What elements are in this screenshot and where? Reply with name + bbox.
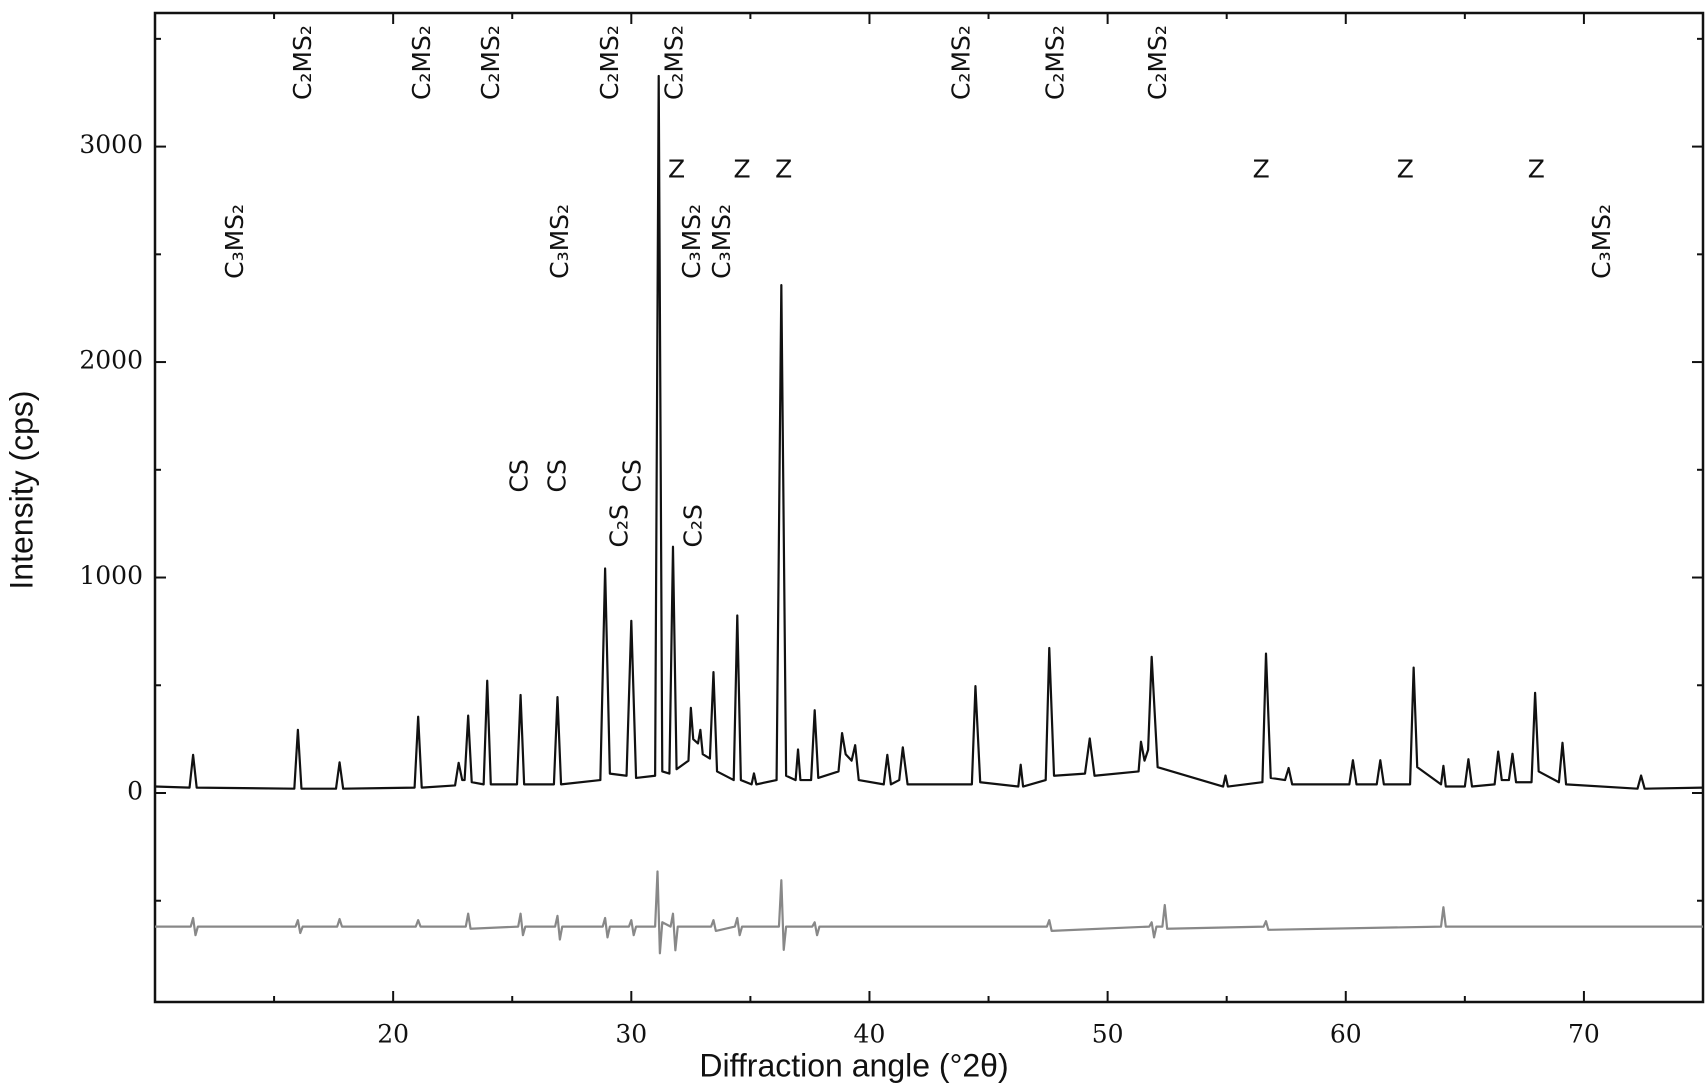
phase-label: C₂MS₂ <box>1143 25 1172 100</box>
x-tick-label: 50 <box>1092 1020 1124 1049</box>
phase-label: C₃MS₂ <box>220 204 249 279</box>
x-tick-label: 20 <box>377 1020 409 1049</box>
x-tick-label: 30 <box>615 1020 647 1049</box>
phase-label: CS <box>618 459 647 492</box>
phase-label: C₂MS₂ <box>595 25 624 100</box>
y-axis-label: Intensity (cps) <box>3 390 39 589</box>
phase-label: Z <box>775 155 792 184</box>
phase-label: C₃MS₂ <box>1587 204 1616 279</box>
x-tick-label: 40 <box>854 1020 886 1049</box>
phase-label: C₂MS₂ <box>659 25 688 100</box>
phase-label: C₃MS₂ <box>545 204 574 279</box>
y-tick-label: 1000 <box>79 561 143 590</box>
phase-label: CS <box>505 459 534 492</box>
phase-label: C₂MS₂ <box>476 25 505 100</box>
phase-label: CS <box>543 459 572 492</box>
phase-label: C₃MS₂ <box>707 204 736 279</box>
y-tick-label: 0 <box>127 776 143 805</box>
data-line <box>154 74 1704 790</box>
x-axis-label: Diffraction angle (°2θ) <box>699 1047 1008 1083</box>
phase-label: Z <box>668 155 685 184</box>
phase-label: Z <box>1253 155 1270 184</box>
phase-label: C₂MS₂ <box>288 25 317 100</box>
phase-label: C₂MS₂ <box>407 25 436 100</box>
phase-label: Z <box>733 155 750 184</box>
phase-label: C₂S <box>605 504 634 547</box>
data-line <box>155 870 1703 955</box>
phase-label: C₂S <box>678 504 707 547</box>
y-tick-label: 2000 <box>79 346 143 375</box>
x-tick-label: 70 <box>1568 1020 1600 1049</box>
y-tick-label: 3000 <box>79 130 143 159</box>
plot-frame <box>153 11 1705 1004</box>
phase-label: Z <box>1528 155 1545 184</box>
phase-label: C₂MS₂ <box>946 25 975 100</box>
phase-label: Z <box>1397 155 1414 184</box>
phase-label: C₂MS₂ <box>1040 25 1069 100</box>
x-tick-label: 60 <box>1330 1020 1362 1049</box>
phase-label: C₃MS₂ <box>677 204 706 279</box>
